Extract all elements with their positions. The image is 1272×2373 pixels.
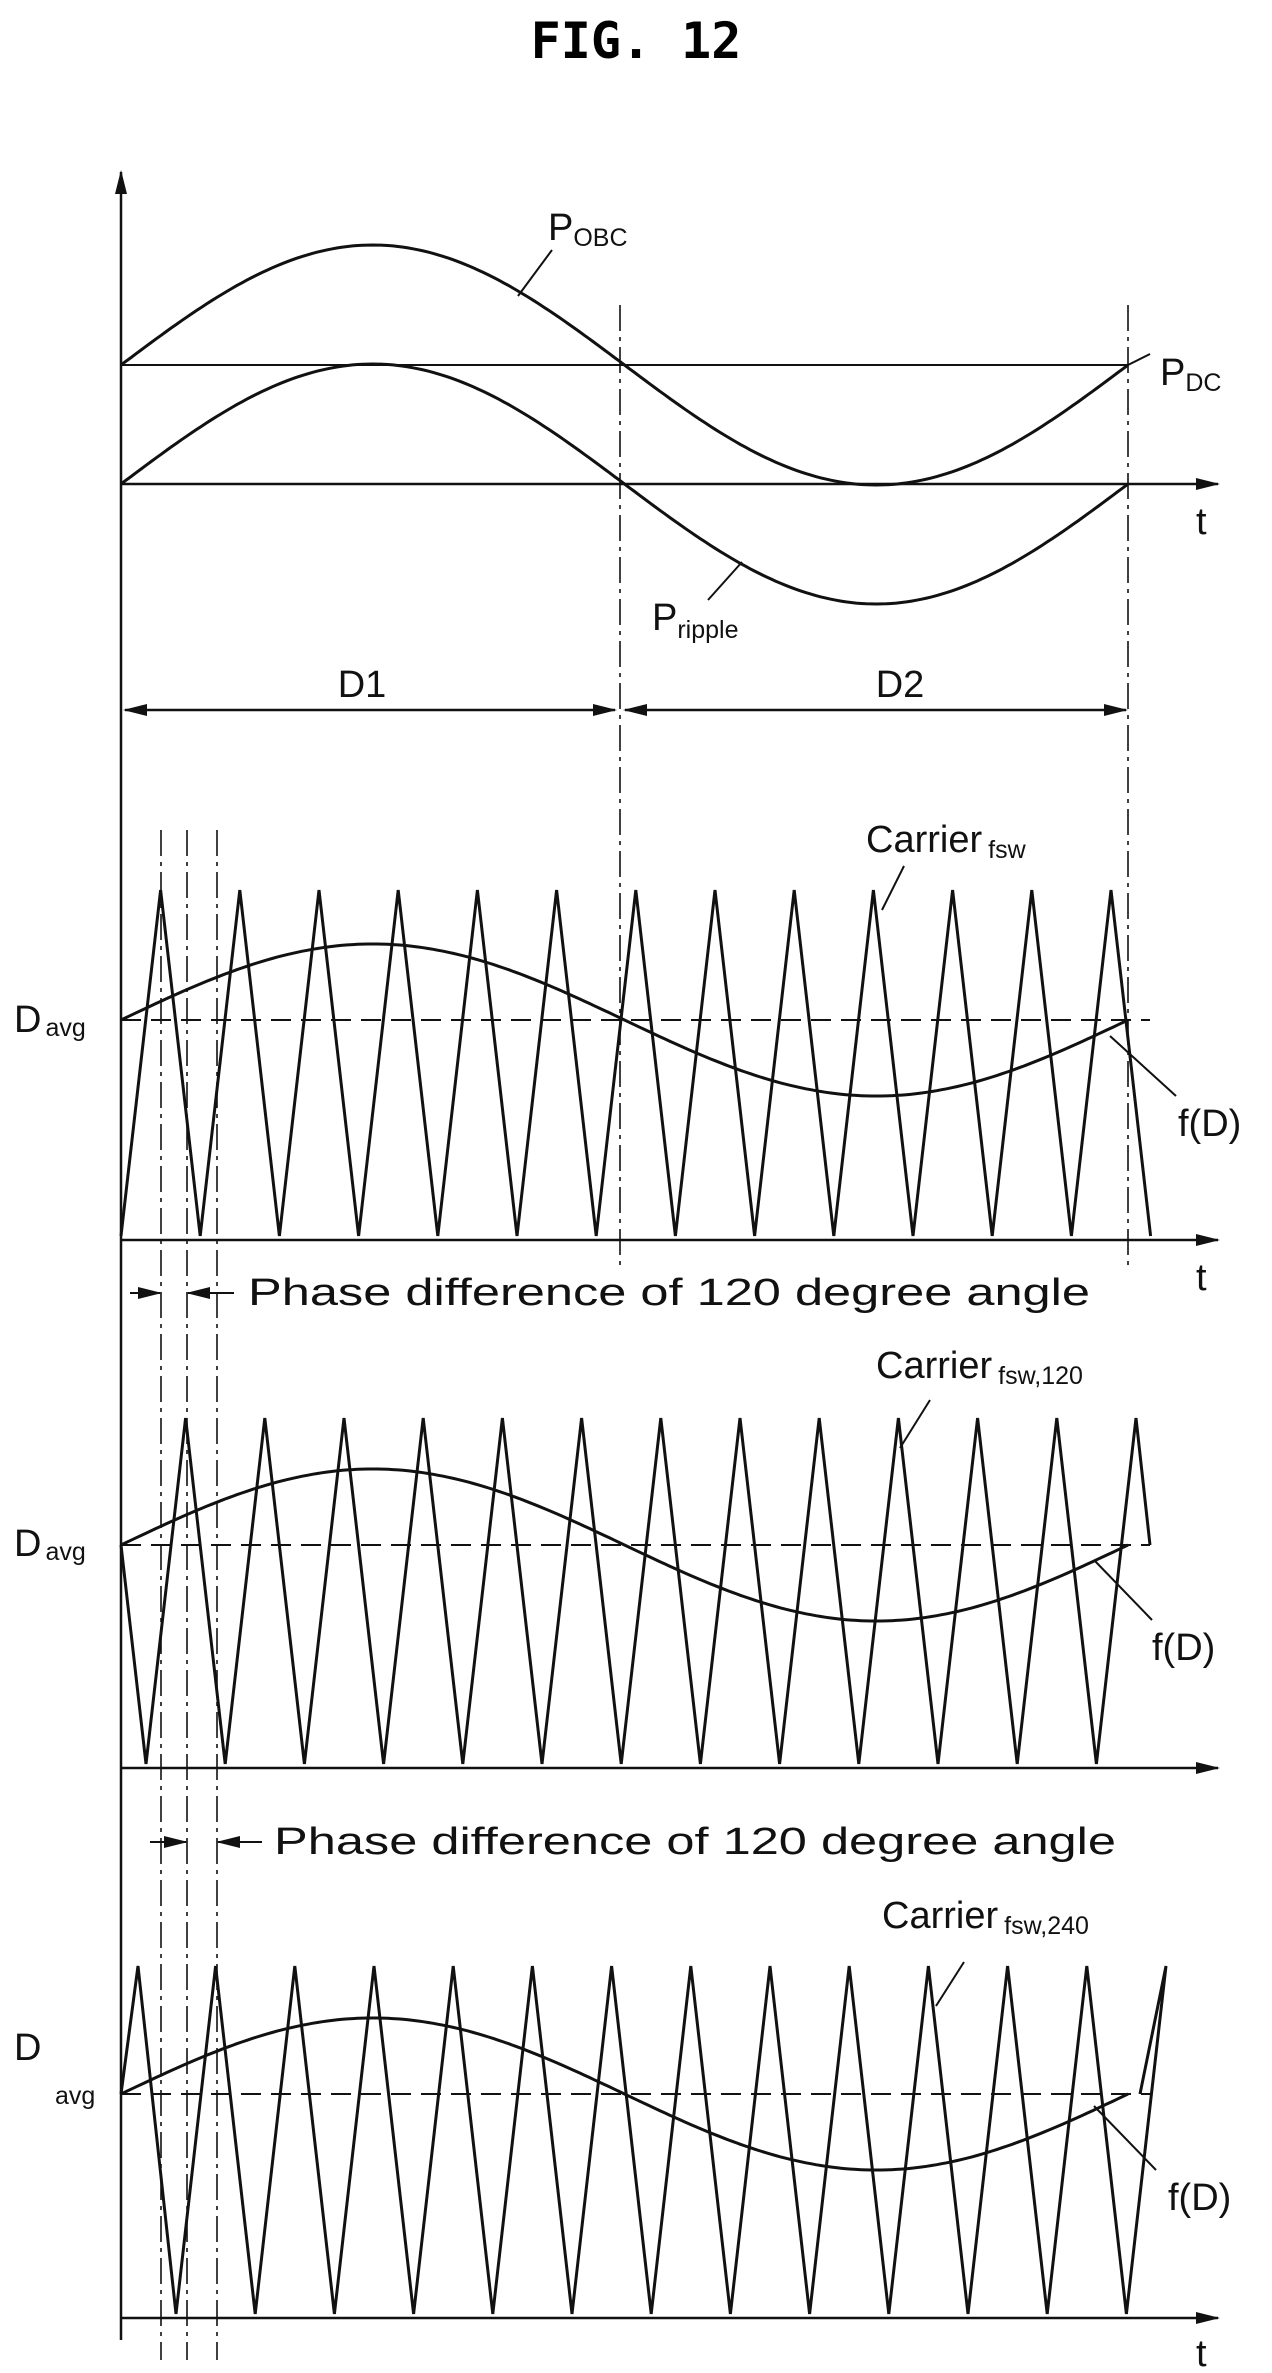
d-avg-label-240-sub: avg — [55, 2082, 95, 2110]
carrier-panel-240: Carrier fsw,240 D avg f(D) t — [14, 1895, 1231, 2373]
f-d-label-0: f(D) — [1178, 1103, 1241, 1145]
interval-d2-label: D2 — [876, 664, 925, 706]
d-avg-label-240-main: D — [14, 2027, 41, 2069]
time-label-2: t — [1196, 1257, 1207, 1299]
p-dc-label: PDC — [1160, 352, 1221, 397]
f-d-0-leader — [1109, 1035, 1177, 1097]
carrier-wave-0 — [119, 889, 1153, 1237]
p-obc-wave — [120, 243, 1129, 487]
time-label-4: t — [1196, 2333, 1207, 2373]
f-d-curve-240 — [120, 2016, 1129, 2172]
phase-note-1: Phase difference of 120 degree angle — [130, 1272, 1090, 1314]
phase-note-1-text: Phase difference of 120 degree angle — [248, 1272, 1090, 1314]
f-d-curve-120 — [120, 1467, 1129, 1623]
p-ripple-label: Pripple — [652, 597, 739, 644]
f-d-label-120: f(D) — [1152, 1627, 1215, 1669]
figure-title: FIG. 12 — [531, 12, 742, 70]
carrier-wave-240 — [119, 1965, 1168, 2315]
p-dc-leader — [1127, 353, 1151, 366]
f-d-label-240: f(D) — [1168, 2177, 1231, 2219]
p-ripple-leader — [707, 561, 743, 601]
power-panel: POBC PDC Pripple t D1 D2 — [120, 207, 1221, 716]
carrier-120-label: Carrier fsw,120 — [876, 1345, 1083, 1390]
carrier-wave-120 — [119, 1417, 1152, 1765]
carrier-0-leader — [881, 865, 905, 911]
time-label-1: t — [1196, 501, 1207, 543]
phase-note-2: Phase difference of 120 degree angle — [150, 1821, 1116, 1863]
p-obc-leader — [517, 249, 553, 297]
carrier-0-label: Carrier fsw — [866, 819, 1027, 864]
f-d-120-leader — [1093, 1559, 1153, 1621]
f-d-curve-0 — [120, 942, 1129, 1098]
f-d-240-leader — [1093, 2105, 1157, 2171]
carrier-240-leader — [935, 1961, 965, 2007]
p-obc-label: POBC — [548, 207, 628, 252]
carrier-240-label: Carrier fsw,240 — [882, 1895, 1089, 1940]
p-ripple-wave — [120, 362, 1129, 606]
phase-note-2-text: Phase difference of 120 degree angle — [274, 1821, 1116, 1863]
carrier-120-leader — [899, 1399, 931, 1449]
interval-d1-label: D1 — [338, 664, 387, 706]
